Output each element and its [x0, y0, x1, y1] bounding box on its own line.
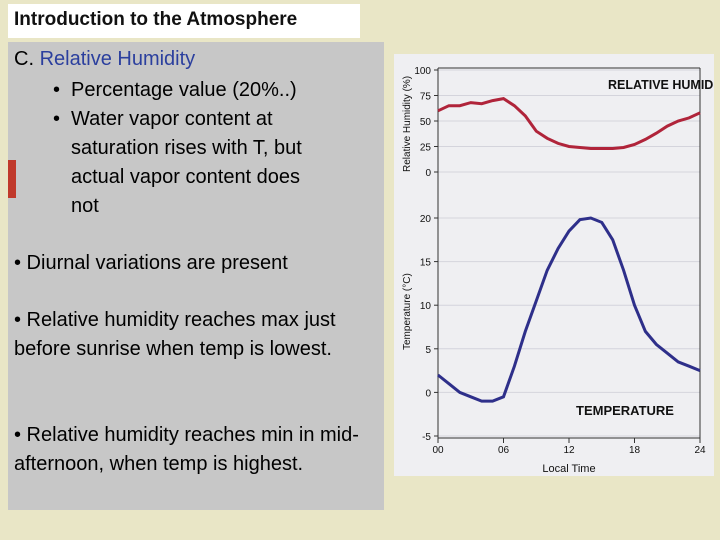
- temperature-axis-label: Temperature (°C): [402, 273, 413, 350]
- humidity-chart-title-line-1: RELATIVE HUMIDITY: [608, 78, 714, 92]
- time-tick-labels: 00 06 12 18 24: [432, 438, 706, 456]
- humidity-axis-label: Relative Humidity (%): [402, 76, 413, 172]
- sub-bullet-2-line-2: saturation rises with T, but: [71, 137, 302, 159]
- time-tick-label: 18: [629, 445, 641, 456]
- humidity-tick-label: 50: [420, 117, 432, 128]
- sub-bullet-2-cont-3: not: [71, 192, 99, 221]
- temperature-tick-label: 20: [420, 214, 432, 225]
- diurnal-chart: 0 25 50 75 100 -5 0 5 10 15 20 00 06 12 18 24 RELATIV…: [402, 66, 720, 475]
- humidity-tick-label: 25: [420, 143, 432, 154]
- slide-title: Introduction to the Atmosphere: [14, 9, 298, 30]
- temperature-gridlines: [438, 217, 700, 437]
- temperature-chart-title: TEMPERATURE: [576, 403, 674, 418]
- sub-bullet-1: • Percentage value (20%..): [53, 76, 297, 105]
- temperature-tick-label: 5: [425, 345, 431, 356]
- time-tick-label: 12: [563, 445, 575, 456]
- sub-bullet-2-line-1: Water vapor content at: [71, 108, 273, 130]
- humidity-gridlines: [438, 69, 700, 173]
- paragraph-diurnal: • Diurnal variations are present: [14, 252, 288, 274]
- temperature-tick-label: 10: [420, 301, 432, 312]
- humidity-tick-label: 100: [414, 66, 431, 77]
- temperature-tick-label: 15: [420, 258, 432, 269]
- chart-figure: 0 25 50 75 100 -5 0 5 10 15 20 00 06 12 18 24 RELATIV…: [394, 54, 720, 476]
- time-tick-label: 00: [432, 445, 444, 456]
- temperature-tick-labels: -5 0 5 10 15 20: [420, 214, 438, 443]
- heading-text: Relative Humidity: [39, 48, 196, 70]
- time-tick-label: 24: [694, 445, 706, 456]
- bullet-glyph: •: [53, 108, 61, 130]
- accent-bar: [8, 160, 16, 198]
- sub-bullet-2-line-3: actual vapor content does: [71, 166, 301, 188]
- sub-bullet-2: • Water vapor content at: [53, 105, 273, 134]
- sub-bullet-1-text: Percentage value (20%..): [71, 79, 297, 101]
- humidity-series-line: [437, 97, 701, 150]
- humidity-tick-label: 0: [425, 168, 431, 179]
- title-box: Introduction to the Atmosphere: [8, 4, 360, 38]
- sub-bullet-2-cont-2: actual vapor content does: [71, 163, 300, 192]
- humidity-tick-labels: 0 25 50 75 100: [414, 66, 438, 179]
- temperature-series-line: [437, 216, 701, 403]
- humidity-tick-label: 75: [420, 92, 432, 103]
- temperature-tick-label: -5: [422, 432, 431, 443]
- time-axis-label: Local Time: [542, 463, 595, 475]
- section-heading: C. Relative Humidity: [14, 48, 195, 71]
- time-tick-label: 06: [498, 445, 510, 456]
- sub-bullet-2-cont-1: saturation rises with T, but: [71, 134, 302, 163]
- sub-bullet-2-line-4: not: [71, 195, 99, 217]
- paragraph-max: • Relative humidity reaches max just bef…: [14, 309, 336, 360]
- paragraph-min: • Relative humidity reaches min in mid-a…: [14, 424, 359, 475]
- text-panel: C. Relative Humidity • Percentage value …: [8, 42, 384, 510]
- heading-prefix: C.: [14, 48, 34, 70]
- bullet-glyph: •: [53, 79, 61, 101]
- temperature-tick-label: 0: [425, 388, 431, 399]
